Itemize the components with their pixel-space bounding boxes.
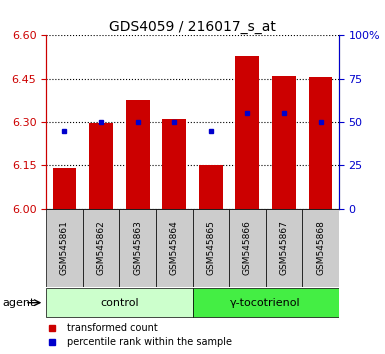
FancyBboxPatch shape bbox=[266, 209, 302, 287]
Text: GSM545863: GSM545863 bbox=[133, 220, 142, 275]
Bar bbox=[53, 168, 76, 209]
Bar bbox=[162, 119, 186, 209]
Text: GSM545866: GSM545866 bbox=[243, 220, 252, 275]
Bar bbox=[89, 123, 113, 209]
FancyBboxPatch shape bbox=[46, 209, 83, 287]
Text: γ-tocotrienol: γ-tocotrienol bbox=[230, 298, 301, 308]
FancyBboxPatch shape bbox=[192, 288, 339, 317]
Text: agent: agent bbox=[2, 298, 34, 308]
Text: GSM545861: GSM545861 bbox=[60, 220, 69, 275]
FancyBboxPatch shape bbox=[83, 209, 119, 287]
FancyBboxPatch shape bbox=[302, 209, 339, 287]
FancyBboxPatch shape bbox=[229, 209, 266, 287]
Text: GSM545868: GSM545868 bbox=[316, 220, 325, 275]
Title: GDS4059 / 216017_s_at: GDS4059 / 216017_s_at bbox=[109, 21, 276, 34]
Bar bbox=[126, 101, 149, 209]
Bar bbox=[236, 56, 259, 209]
Bar bbox=[272, 76, 296, 209]
Text: GSM545862: GSM545862 bbox=[97, 221, 105, 275]
FancyBboxPatch shape bbox=[46, 288, 192, 317]
Text: transformed count: transformed count bbox=[67, 322, 157, 332]
Text: GSM545865: GSM545865 bbox=[206, 220, 215, 275]
FancyBboxPatch shape bbox=[119, 209, 156, 287]
Text: percentile rank within the sample: percentile rank within the sample bbox=[67, 337, 232, 347]
Text: GSM545864: GSM545864 bbox=[170, 221, 179, 275]
FancyBboxPatch shape bbox=[156, 209, 192, 287]
Text: control: control bbox=[100, 298, 139, 308]
Bar bbox=[199, 165, 223, 209]
Bar bbox=[309, 77, 332, 209]
Text: GSM545867: GSM545867 bbox=[280, 220, 288, 275]
FancyBboxPatch shape bbox=[192, 209, 229, 287]
